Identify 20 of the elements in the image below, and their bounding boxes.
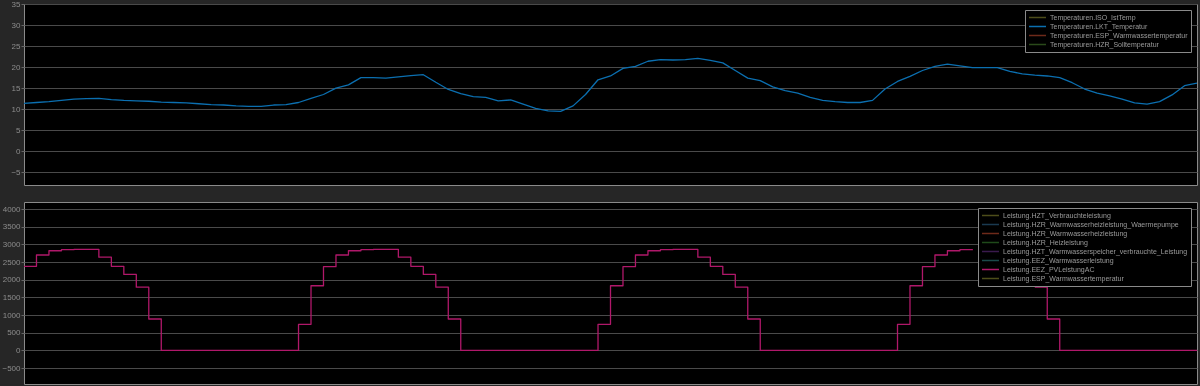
y-tick-label: 2000 xyxy=(2,275,22,285)
y-tick-label: 1500 xyxy=(2,292,22,302)
y-tick-label: 2500 xyxy=(2,257,22,267)
line-series xyxy=(24,57,1197,112)
y-tick-label: −5 xyxy=(11,167,22,177)
y-tick-label: 4000 xyxy=(2,204,22,214)
y-tick-label: 3500 xyxy=(2,222,22,232)
y-tick-label: 35 xyxy=(11,0,22,9)
y-tick-label: 1000 xyxy=(2,310,22,320)
y-tick-label: 10 xyxy=(11,104,22,114)
y-tick-label: 3000 xyxy=(2,239,22,249)
y-tick-label: 25 xyxy=(11,41,22,51)
y-tick-label: 5 xyxy=(16,125,22,135)
y-tick-label: 0 xyxy=(16,146,22,156)
y-tick-label: −500 xyxy=(2,363,22,373)
y-tick-label: 500 xyxy=(7,328,22,338)
y-tick-label: 30 xyxy=(11,20,22,30)
y-tick-label: 15 xyxy=(11,83,22,93)
y-tick-label: 0 xyxy=(16,345,22,355)
y-tick-label: 20 xyxy=(11,62,22,72)
